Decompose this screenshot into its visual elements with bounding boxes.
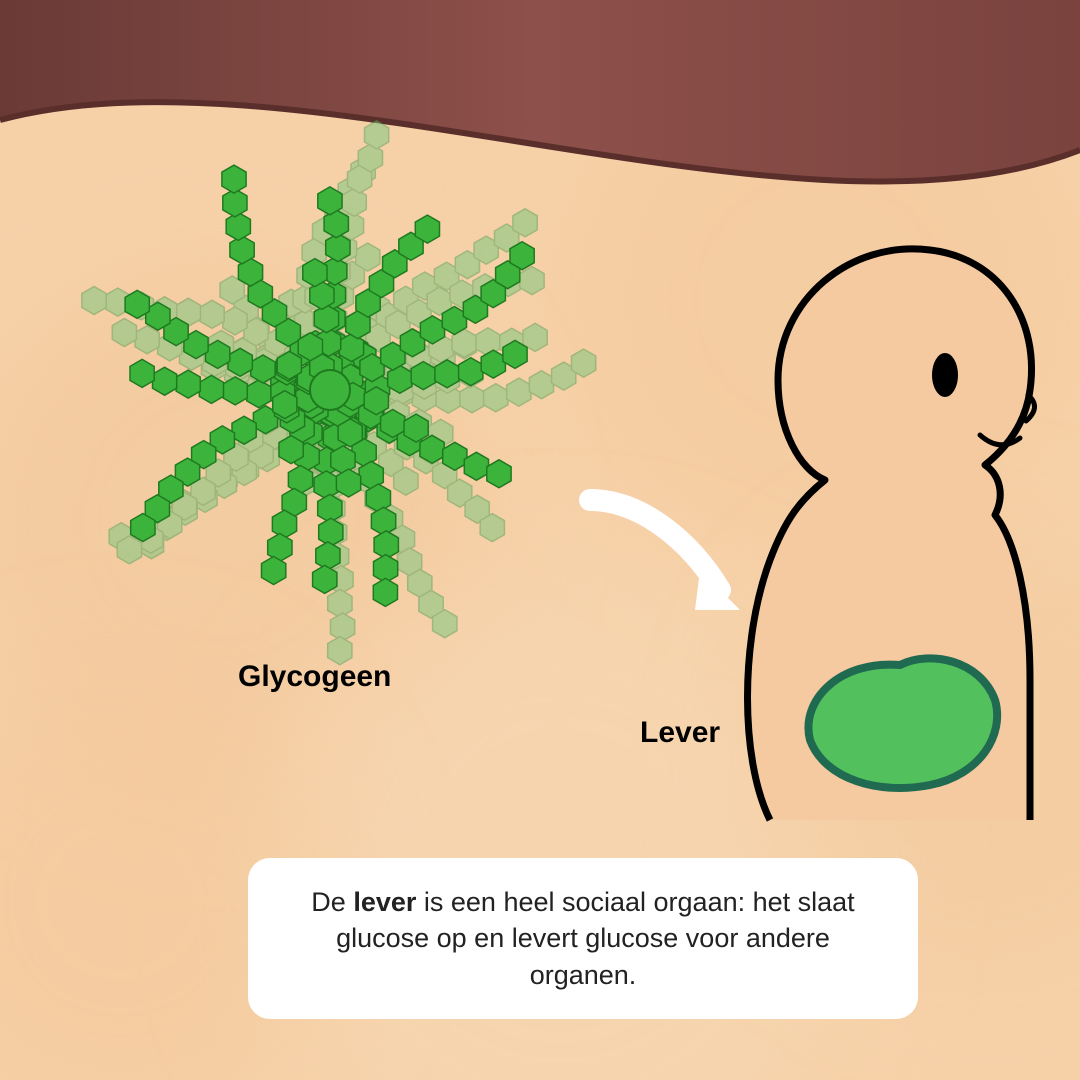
- liver-label: Lever: [640, 716, 720, 750]
- caption-box: De lever is een heel sociaal orgaan: het…: [248, 858, 918, 1019]
- human-body: [748, 249, 1035, 820]
- liver-icon: [808, 658, 997, 788]
- glycogen-label: Glycogeen: [238, 660, 391, 694]
- infographic-stage: Glycogeen Lever De lever is een heel soc…: [0, 0, 1080, 1080]
